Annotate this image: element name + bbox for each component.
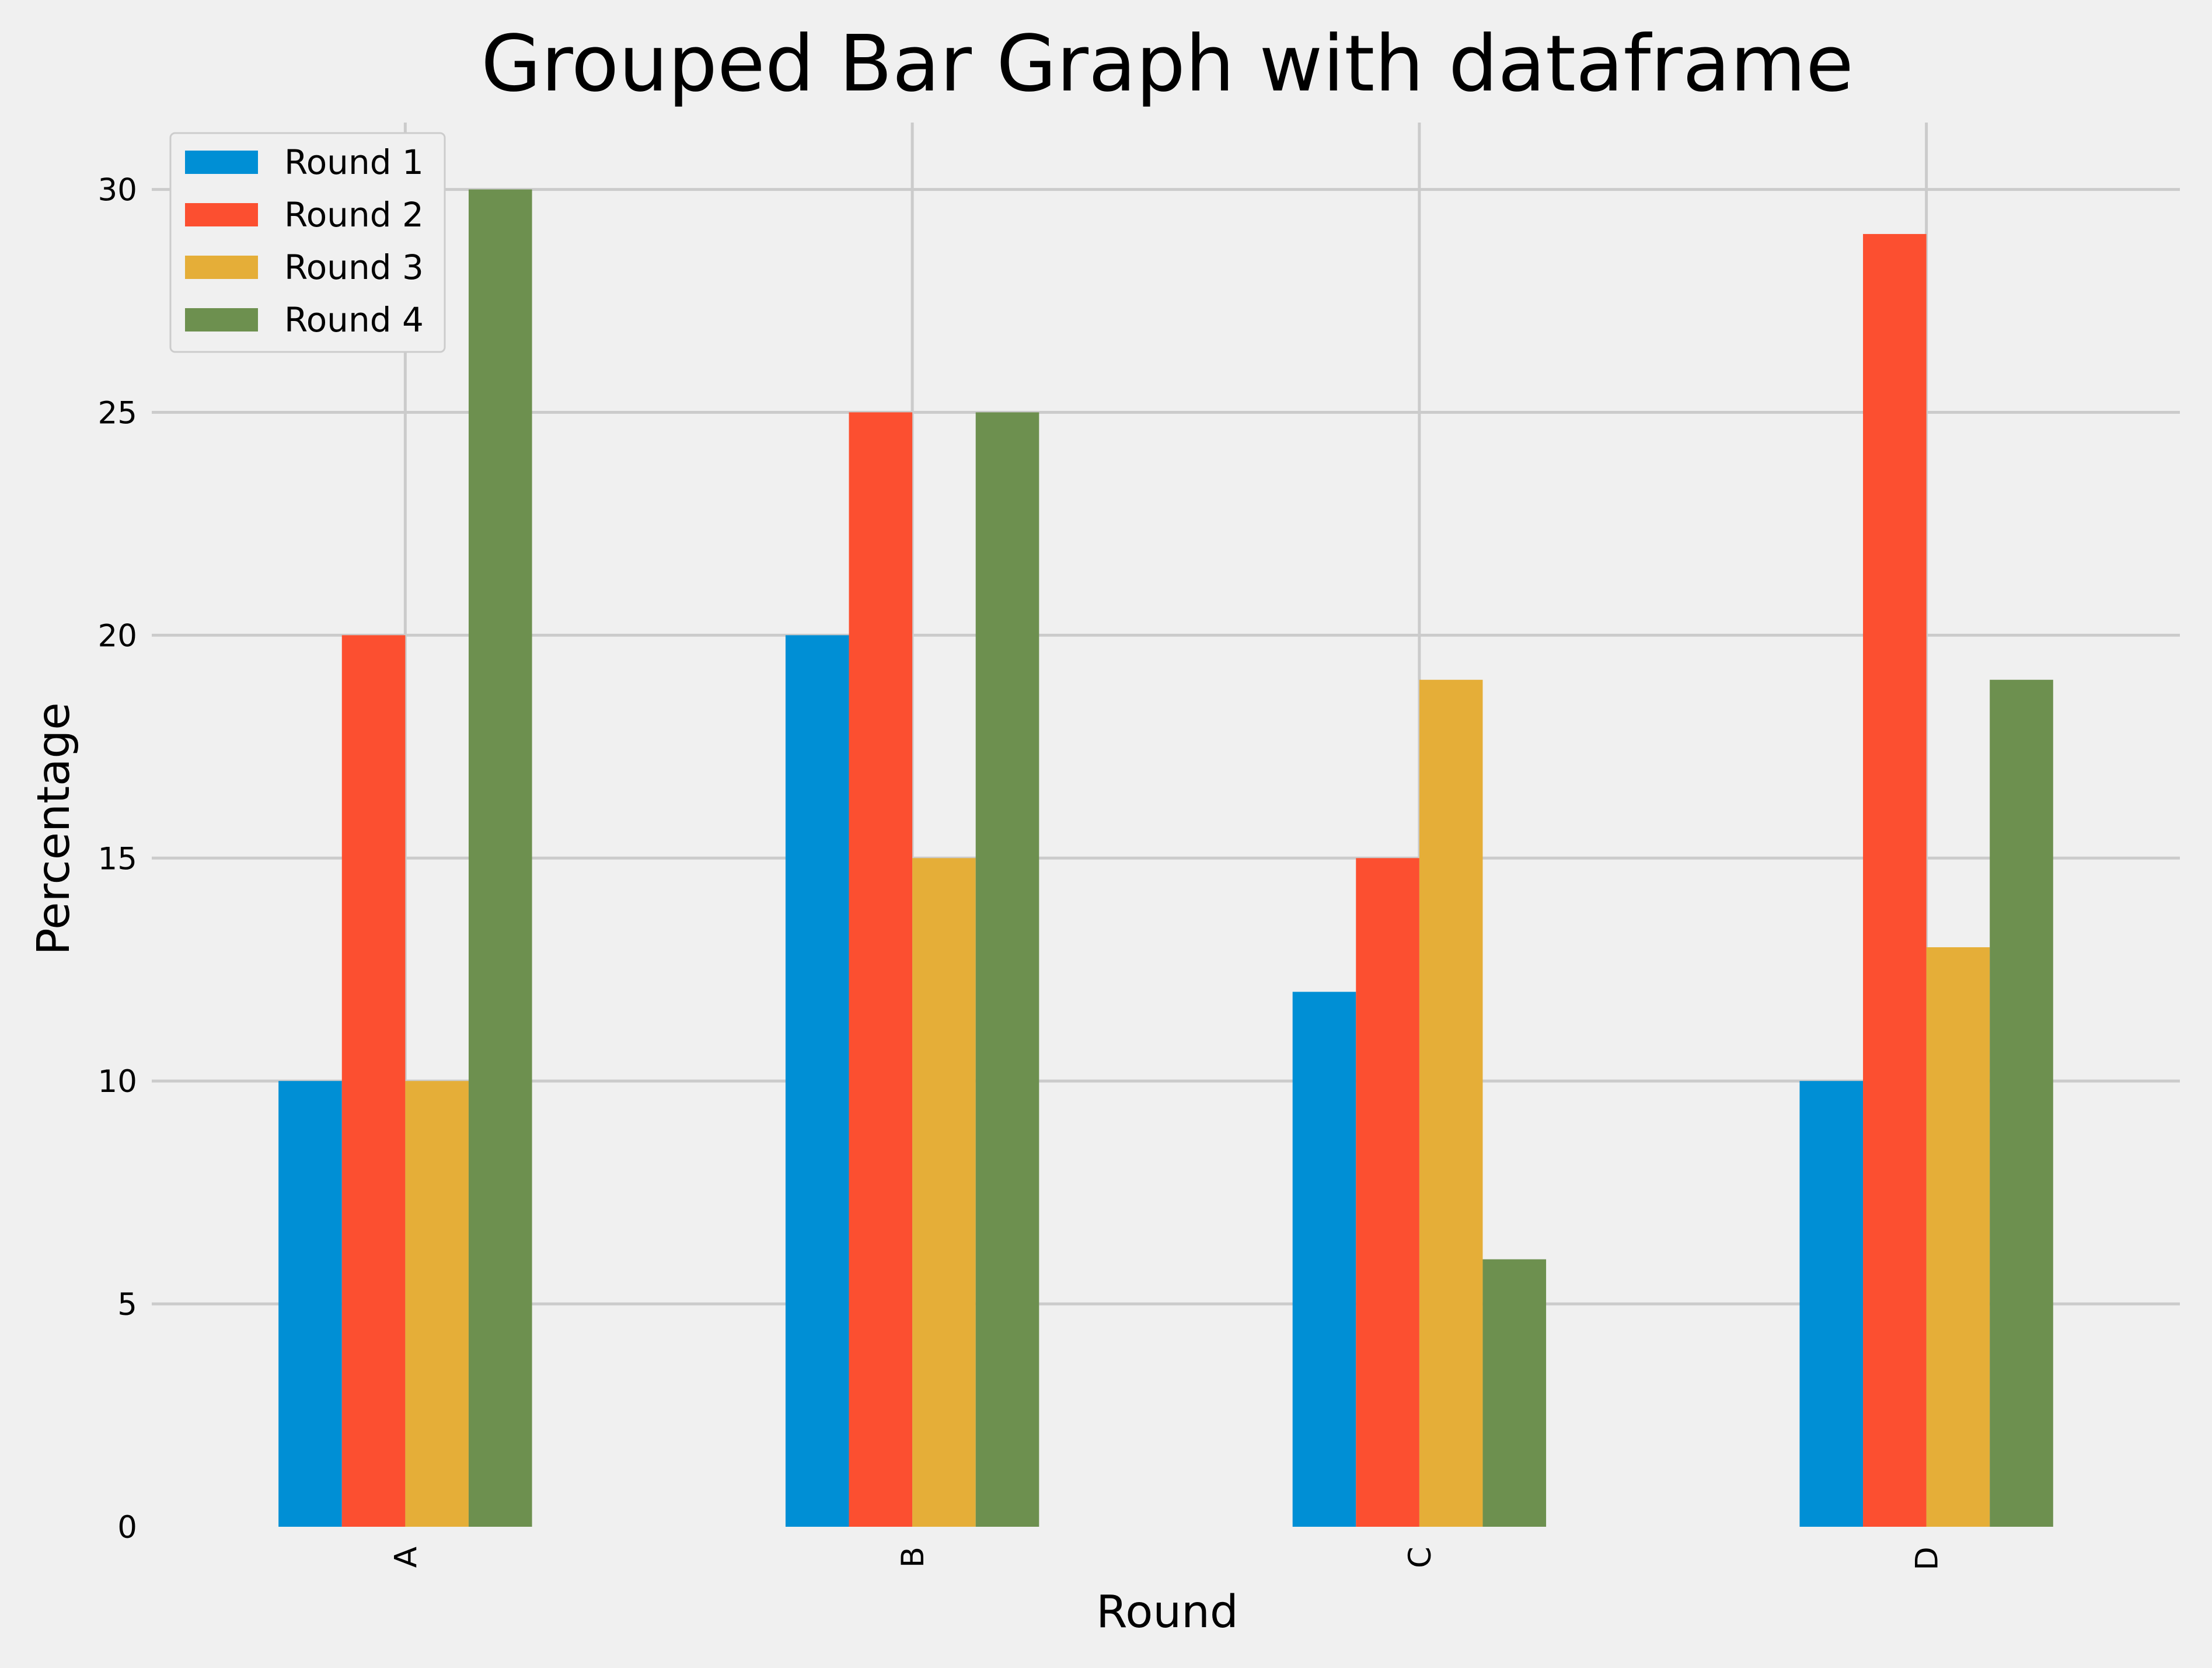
bar	[278, 1081, 342, 1527]
bar	[468, 189, 532, 1527]
bar	[785, 635, 849, 1527]
bar	[1419, 679, 1483, 1527]
bar	[849, 412, 913, 1527]
bar	[341, 635, 406, 1527]
x-tick-label: A	[388, 1547, 424, 1568]
chart-title: Grouped Bar Graph with dataframe	[481, 19, 1854, 109]
y-axis-ticks: 0 5 10 15 20 25 30	[98, 173, 137, 1545]
y-tick-label: 5	[117, 1287, 137, 1322]
legend-box	[169, 132, 446, 353]
x-tick-label: D	[1910, 1547, 1945, 1571]
bar	[1356, 858, 1419, 1527]
bar	[1990, 679, 2053, 1527]
legend-entry: Round 3	[284, 247, 424, 287]
legend-swatch	[185, 151, 258, 174]
y-tick-label: 15	[98, 841, 137, 877]
legend-swatch	[185, 308, 258, 331]
legend-entry: Round 2	[284, 195, 424, 235]
bar	[975, 412, 1039, 1527]
bar	[912, 858, 976, 1527]
bars	[278, 189, 2053, 1527]
legend: Round 1 Round 2 Round 3 Round 4	[169, 132, 446, 353]
bar	[1482, 1259, 1547, 1527]
legend-entry: Round 4	[284, 300, 424, 340]
y-axis-label: Percentage	[28, 702, 80, 955]
legend-swatch	[185, 203, 258, 226]
y-tick-label: 10	[98, 1064, 137, 1100]
bar	[405, 1081, 469, 1527]
y-tick-label: 0	[117, 1510, 137, 1545]
y-tick-label: 25	[98, 395, 137, 431]
bar	[1292, 992, 1356, 1527]
bar	[1863, 233, 1927, 1527]
x-axis-label: Round	[1096, 1586, 1238, 1638]
x-tick-label: C	[1402, 1547, 1438, 1568]
legend-entry: Round 1	[284, 142, 424, 182]
y-tick-label: 30	[98, 173, 137, 208]
x-tick-label: B	[895, 1547, 931, 1568]
y-tick-label: 20	[98, 618, 137, 654]
bar	[1926, 947, 1990, 1527]
legend-swatch	[185, 256, 258, 279]
bar	[1799, 1081, 1864, 1527]
x-axis-ticks: A B C D	[388, 1547, 1945, 1571]
